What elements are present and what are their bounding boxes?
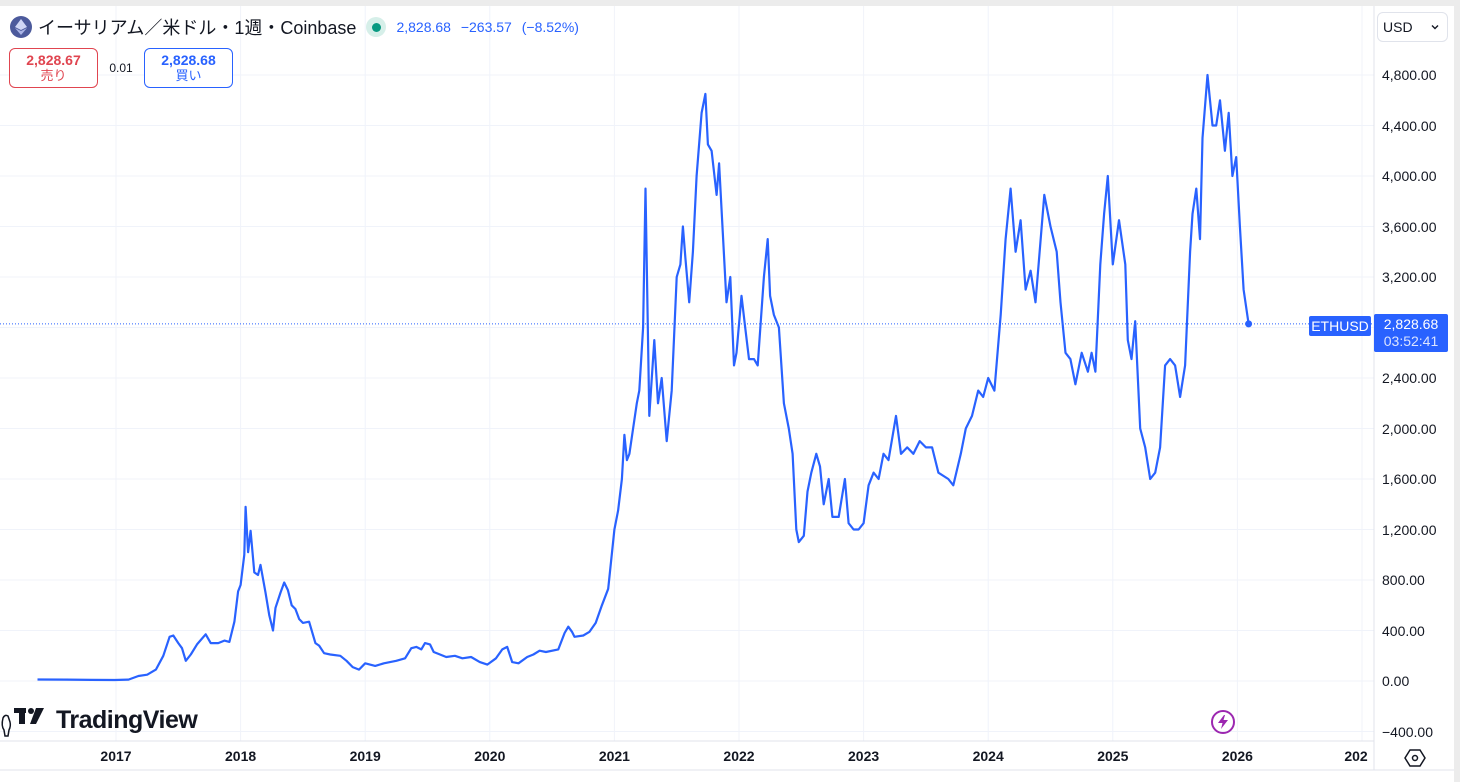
time-axis-label: 2021 — [598, 748, 630, 764]
time-axis-label: 2018 — [225, 748, 257, 764]
settings-hexagon-icon — [1404, 749, 1426, 767]
price-axis-label: 400.00 — [1382, 622, 1425, 639]
symbol-tag: ETHUSD — [1309, 316, 1371, 336]
price-change: −263.57 — [460, 19, 512, 35]
symbol-legend: イーサリアム／米ドル・1週・Coinbase 2,828.68 −263.57 … — [10, 14, 585, 40]
chevron-down-icon — [1431, 25, 1439, 30]
chart-grid — [0, 6, 1374, 741]
buy-price: 2,828.68 — [161, 52, 216, 68]
market-open-status-icon — [366, 17, 387, 37]
price-axis-label: 2,000.00 — [1382, 420, 1437, 437]
price-axis-label: 4,800.00 — [1382, 67, 1437, 83]
spread-value: 0.01 — [109, 61, 133, 75]
tradingview-logo-text: TradingView — [56, 705, 198, 734]
price-axis-label: 2,400.00 — [1382, 370, 1437, 386]
price-axis-label: 3,200.00 — [1382, 269, 1437, 285]
price-quote: 2,828.68 −263.57 (−8.52%) — [396, 19, 584, 35]
time-axis-label: 2022 — [723, 748, 755, 764]
price-series-line — [37, 73, 1250, 682]
time-axis-label: 2017 — [100, 748, 132, 764]
tradingview-logo-icon — [1, 708, 44, 737]
last-price-dot — [1245, 320, 1253, 328]
currency-value: USD — [1383, 19, 1413, 35]
sell-label: 売り — [40, 68, 67, 83]
last-price-tag: 2,828.68 03:52:41 — [1374, 314, 1448, 352]
last-price: 2,828.68 — [396, 19, 451, 35]
time-axis-label: 2020 — [474, 748, 506, 764]
last-price-tag-value: 2,828.68 — [1383, 316, 1439, 332]
symbol-title[interactable]: イーサリアム／米ドル・1週・Coinbase — [38, 18, 357, 38]
lightning-icon[interactable] — [1211, 710, 1235, 734]
price-axis-label: 1,600.00 — [1382, 471, 1437, 487]
time-axis-label: 2025 — [1097, 748, 1129, 764]
price-axis-label: 4,000.00 — [1382, 168, 1437, 184]
time-axis-label: 2019 — [349, 748, 381, 764]
price-axis-label: 1,200.00 — [1382, 521, 1437, 538]
bar-countdown: 03:52:41 — [1383, 333, 1439, 349]
buy-label: 買い — [175, 68, 202, 83]
sell-button[interactable]: 2,828.67 売り — [9, 48, 98, 88]
ethereum-icon — [10, 16, 32, 38]
currency-select[interactable]: USD — [1377, 12, 1448, 42]
time-axis-label: 2024 — [972, 748, 1004, 764]
sell-price: 2,828.67 — [26, 52, 81, 68]
window-top-border — [0, 0, 1460, 6]
time-axis-label: 202 — [1344, 748, 1368, 764]
window-right-border — [1454, 0, 1460, 782]
time-axis-label: 2023 — [848, 748, 880, 764]
tradingview-logo[interactable]: TradingView — [0, 700, 198, 740]
buy-button[interactable]: 2,828.68 買い — [144, 48, 233, 88]
price-axis-label: 800.00 — [1382, 572, 1425, 588]
trade-buttons: 2,828.67 売り 0.01 2,828.68 買い — [9, 48, 233, 88]
price-change-percent: (−8.52%) — [521, 19, 579, 35]
price-axis-label: 0.00 — [1382, 673, 1410, 689]
price-axis-label: 3,600.00 — [1382, 218, 1437, 235]
time-axis-label: 2026 — [1221, 748, 1253, 764]
chart-settings-button[interactable] — [1402, 746, 1428, 770]
price-axis-label: −400.00 — [1382, 723, 1433, 740]
price-axis-label: 4,400.00 — [1382, 117, 1437, 134]
